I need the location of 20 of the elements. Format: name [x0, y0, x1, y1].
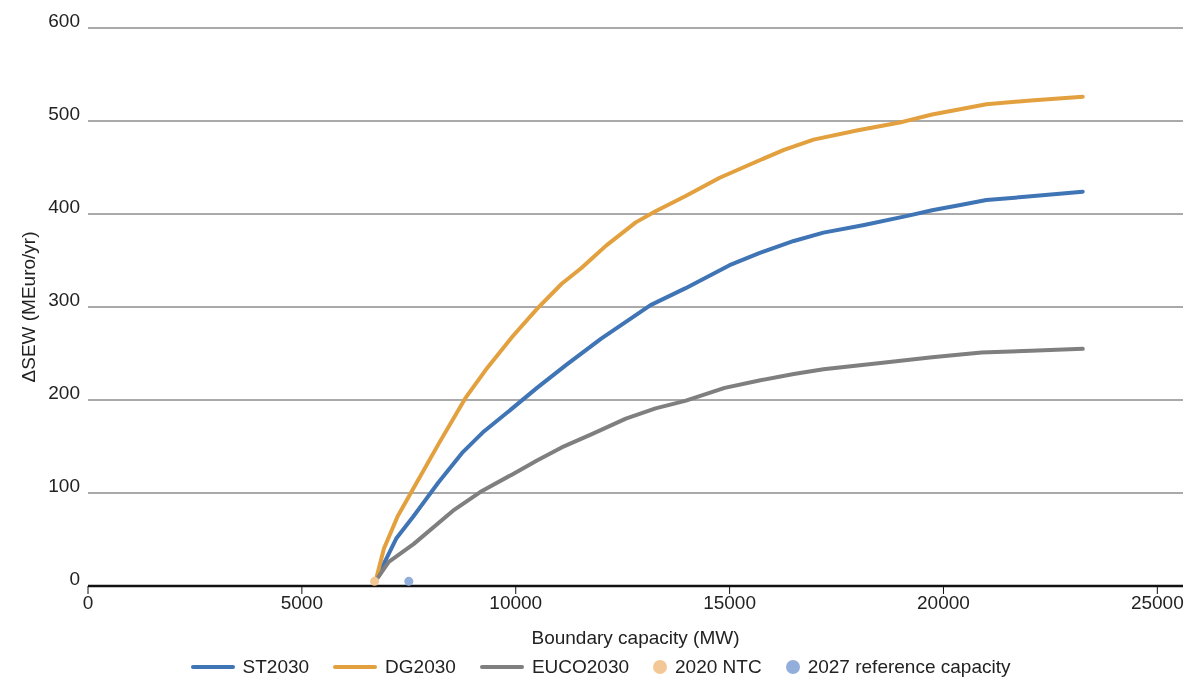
x-tick-label: 20000 — [917, 592, 970, 614]
y-tick-label: 100 — [48, 474, 80, 496]
y-axis-title: ΔSEW (MEuro/yr) — [17, 231, 39, 383]
y-tick-label: 400 — [48, 195, 80, 217]
x-tick-label: 5000 — [280, 592, 324, 614]
y-tick-label: 500 — [48, 102, 80, 124]
y-tick-label: 300 — [48, 288, 80, 310]
legend-label: 2020 NTC — [675, 656, 762, 678]
y-tick-label: 0 — [69, 567, 80, 589]
legend-label: ST2030 — [242, 656, 310, 678]
legend-label: EUCO2030 — [531, 656, 630, 678]
x-tick-label: 10000 — [489, 592, 543, 614]
x-tick-label: 15000 — [703, 592, 757, 614]
x-tick-label: 25000 — [1130, 592, 1184, 614]
x-axis-title: Boundary capacity (MW) — [531, 627, 740, 648]
y-tick-label: 200 — [48, 381, 80, 403]
legend-label: DG2030 — [385, 656, 456, 678]
y-tick-label: 600 — [48, 9, 80, 31]
legend-label: 2027 reference capacity — [807, 656, 1011, 678]
x-tick-label: 0 — [82, 592, 94, 614]
